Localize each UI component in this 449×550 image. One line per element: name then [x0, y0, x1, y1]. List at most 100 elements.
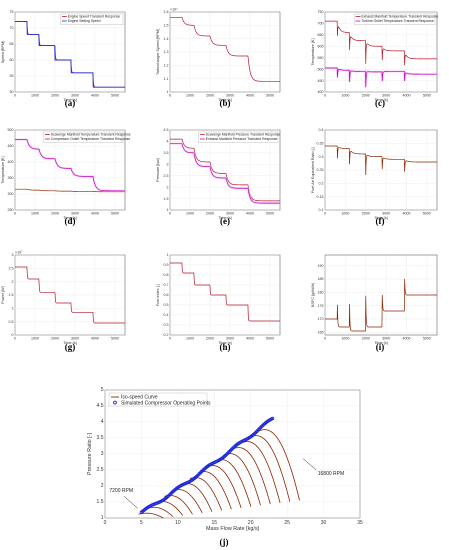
y-tick-label: 700	[318, 22, 324, 26]
x-axis-label: Time [s]	[63, 341, 76, 345]
x-tick-label: 0	[14, 337, 16, 341]
x-axis-label: Time [s]	[63, 216, 76, 220]
y-tick-label: 450	[8, 144, 14, 148]
annotation-arrow	[123, 496, 138, 509]
x-tick-label: 20	[248, 520, 254, 526]
x-tick-label: 3000	[226, 337, 234, 341]
x-tick-label: 4000	[246, 212, 254, 216]
y-tick-label: 4	[167, 140, 169, 144]
legend-entry: Simulated Compressor Operating Points	[121, 400, 211, 406]
x-tick-label: 4000	[402, 94, 410, 98]
y-tick-label: 0.7	[164, 283, 169, 287]
y-tick-label: 75	[10, 10, 14, 14]
operating-point	[270, 416, 275, 421]
y-axis-label: Speed [RPM]	[1, 41, 5, 64]
legend-box	[354, 13, 436, 25]
y-tick-label: 0.3	[164, 323, 169, 327]
legend-box	[60, 13, 124, 25]
legend-entry: Compressor Outlet Temperature Transient …	[51, 137, 131, 141]
y-tick-label: 1.5	[164, 197, 169, 201]
y-tick-label: 170	[318, 317, 324, 321]
x-axis-label: Time [s]	[63, 98, 76, 102]
x-tick-label: 5000	[423, 212, 431, 216]
x-tick-label: 3000	[382, 212, 390, 216]
y-tick-label: 0.1	[319, 208, 324, 212]
legend-entry: Scavenge Manifold Temperature Transient …	[51, 132, 131, 136]
y-tick-label: 4.5	[97, 403, 104, 409]
x-tick-label: 1000	[341, 94, 349, 98]
axis-exponent: ×10⁷	[15, 251, 23, 255]
y-tick-label: 0.25	[317, 168, 324, 172]
x-tick-label: 1000	[186, 337, 194, 341]
x-tick-label: 0	[324, 212, 326, 216]
panel-c: 0 1000 2000 3000 4000 5000 400 450 500 550 600 650 7…	[311, 10, 438, 102]
legend-swatch	[113, 400, 117, 405]
y-tick-label: 175	[318, 304, 324, 308]
x-tick-label: 5000	[111, 337, 119, 341]
legend-entry: Turbine Outlet Temperature Transient Res…	[361, 19, 433, 23]
legend-entry: Engine Setting Speed	[68, 19, 101, 23]
y-tick-label: 165	[318, 331, 324, 335]
y-tick-label: 2.5	[164, 174, 169, 178]
panel-f: 0 1000 2000 3000 4000 5000 0.1 0.15 0.2 0.25 0.3 0.…	[311, 128, 438, 220]
y-tick-label: 1	[12, 307, 14, 311]
y-tick-label: 0	[12, 333, 14, 337]
series-line-0	[325, 145, 437, 176]
iso-speed-curve	[138, 512, 164, 519]
panel-a: 0 1000 2000 3000 4000 5000 50 55 60 65 70 75 Time [s…	[1, 10, 126, 102]
y-tick-label: 450	[318, 79, 324, 83]
y-tick-label: 4.5	[164, 128, 169, 132]
x-tick-label: 4000	[402, 337, 410, 341]
y-tick-label: 0.9	[164, 263, 169, 267]
y-tick-label: 3	[167, 162, 169, 166]
y-axis-label: Fuel Index [-]	[156, 284, 160, 306]
y-tick-label: 0.5	[164, 303, 169, 307]
x-tick-label: 1000	[186, 212, 194, 216]
panel-label-f: (f)	[376, 216, 385, 226]
x-tick-label: 0	[169, 94, 171, 98]
x-tick-label: 1000	[31, 337, 39, 341]
y-tick-label: 0.15	[317, 195, 324, 199]
x-tick-label: 0	[324, 337, 326, 341]
axis-exponent: ×10⁴	[170, 8, 178, 12]
series-line-1	[325, 67, 437, 88]
y-tick-label: 1.1	[164, 77, 169, 81]
y-tick-label: 2	[167, 185, 169, 189]
iso-speed-curve	[147, 506, 174, 518]
iso-speed-curve	[224, 453, 261, 506]
y-tick-label: 55	[10, 74, 14, 78]
y-tick-label: 3	[101, 451, 104, 457]
y-tick-label: 0.8	[164, 273, 169, 277]
y-tick-label: 65	[10, 42, 14, 46]
y-tick-label: 400	[8, 160, 14, 164]
panel-label-c: (c)	[375, 98, 385, 108]
panel-label-g: (g)	[65, 342, 76, 352]
series-line-0	[325, 20, 437, 66]
x-tick-label: 4000	[91, 94, 99, 98]
y-tick-label: 350	[8, 176, 14, 180]
x-axis-label: Time [s]	[374, 216, 387, 220]
y-tick-label: 0.2	[164, 333, 169, 337]
panel-label-d: (d)	[65, 216, 76, 226]
x-tick-label: 35	[357, 520, 363, 526]
legend-entry: Exhaust Manifold Pressure Transient Resp…	[206, 137, 278, 141]
y-tick-label: 190	[318, 264, 324, 268]
series-line-0	[325, 278, 437, 332]
x-tick-label: 5000	[266, 337, 274, 341]
x-tick-label: 0	[104, 520, 107, 526]
x-tick-label: 0	[169, 337, 171, 341]
plot-area	[14, 11, 126, 93]
x-tick-label: 3000	[71, 212, 79, 216]
y-axis-label: Power [W]	[1, 286, 5, 304]
x-tick-label: 2000	[362, 94, 370, 98]
x-tick-label: 5000	[423, 337, 431, 341]
y-tick-label: 70	[10, 26, 14, 30]
series-line-1	[15, 21, 125, 88]
x-axis-label: Mass Flow Rate [kg/s]	[206, 526, 260, 532]
y-tick-label: 1	[167, 208, 169, 212]
legend-entry: Engine Speed Transient Response	[68, 14, 121, 18]
x-tick-label: 3000	[226, 94, 234, 98]
panel-i: 0 1000 2000 3000 4000 5000 165 170 175 180 185 190 T…	[311, 254, 438, 345]
y-tick-label: 300	[8, 192, 14, 196]
